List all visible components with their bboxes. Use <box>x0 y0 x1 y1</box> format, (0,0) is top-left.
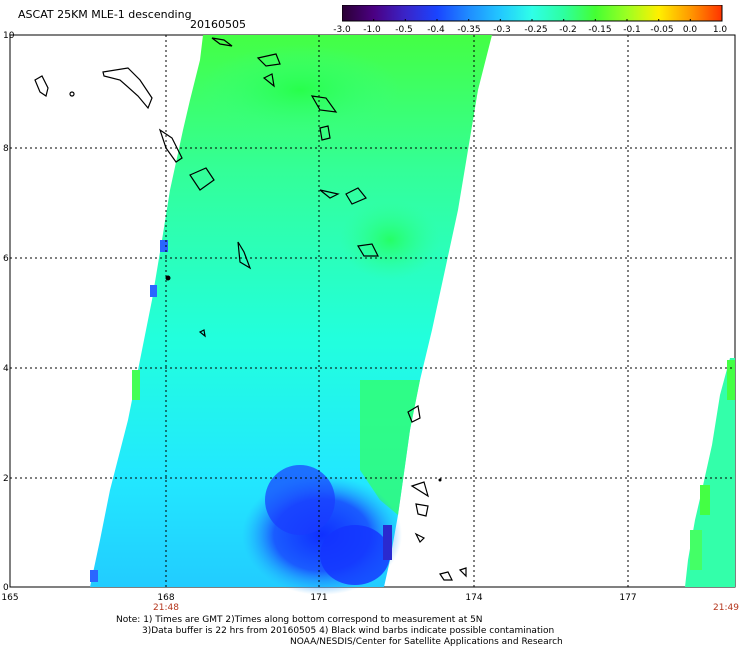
scale-label: -0.3 <box>493 25 511 35</box>
scale-label: -0.25 <box>524 25 548 35</box>
scale-label: -3.0 <box>333 25 351 35</box>
data-swath-right <box>685 358 735 587</box>
x-tick-label: 171 <box>310 593 327 603</box>
time-right: 21:49 <box>713 603 739 613</box>
y-tick-label: 0 <box>3 583 9 593</box>
x-axis-labels: 165 168 171 174 177 <box>1 593 636 603</box>
color-scale-fill <box>342 5 723 22</box>
color-scale-labels: -3.0 -1.0 -0.5 -0.4 -0.35 -0.3 -0.25 -0.… <box>326 25 738 39</box>
x-tick-label: 168 <box>157 593 174 603</box>
scale-label: 0.0 <box>682 25 698 35</box>
y-tick-label: 10 <box>3 31 15 41</box>
y-tick-label: 8 <box>3 144 9 154</box>
product-date: 20160505 <box>190 18 246 31</box>
scale-label: -0.15 <box>588 25 612 35</box>
product-title: ASCAT 25KM MLE-1 descending <box>18 8 192 21</box>
x-tick-label: 177 <box>619 593 636 603</box>
y-axis-labels: 0 2 4 6 8 10 <box>3 31 15 593</box>
x-tick-label: 165 <box>1 593 18 603</box>
coastlines <box>34 37 467 581</box>
scale-label: -0.1 <box>623 25 641 35</box>
y-tick-label: 6 <box>3 254 9 264</box>
time-left: 21:48 <box>153 603 179 613</box>
y-tick-label: 2 <box>3 474 9 484</box>
scale-label: -1.0 <box>363 25 381 35</box>
scale-label: -0.05 <box>650 25 674 35</box>
scale-label: -0.35 <box>457 25 481 35</box>
note-line-2: 3)Data buffer is 22 hrs from 20160505 4)… <box>142 626 555 636</box>
y-tick-label: 4 <box>3 364 9 374</box>
scale-label: -0.4 <box>427 25 445 35</box>
color-scale-bar <box>342 5 723 22</box>
scale-label: -0.5 <box>395 25 413 35</box>
note-line-3: NOAA/NESDIS/Center for Satellite Applica… <box>290 637 563 647</box>
scale-label: -0.2 <box>559 25 577 35</box>
graticule <box>10 35 735 587</box>
scale-label: 1.0 <box>712 25 728 35</box>
x-tick-label: 174 <box>465 593 482 603</box>
note-line-1: Note: 1) Times are GMT 2)Times along bot… <box>116 615 483 625</box>
